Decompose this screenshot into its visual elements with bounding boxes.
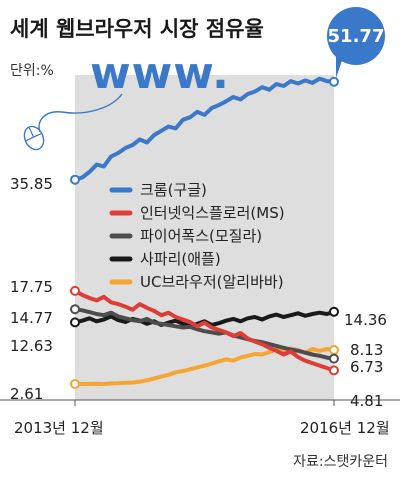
- series-point-firefox-start: [70, 304, 80, 315]
- legend-item-ie: 인터넷익스플로러(MS): [109, 204, 285, 222]
- legend-item-safari: 사파리(애플): [109, 250, 221, 268]
- series-point-safari-end: [329, 306, 339, 317]
- ie-start-value-label: 17.75: [10, 278, 53, 296]
- series-point-uc-start: [70, 379, 80, 389]
- legend-item-chrome: 크롬(구글): [109, 181, 207, 199]
- series-line-ie: [73, 288, 336, 373]
- chrome-start-value-label: 35.85: [10, 175, 53, 193]
- chart-title: 세계 웹브라우저 시장 점유율: [10, 17, 264, 41]
- legend-label-ie: 인터넷익스플로러(MS): [140, 204, 285, 222]
- safari-start-value-label: 12.63: [10, 337, 53, 355]
- uc-end-value-label: 8.13: [350, 341, 383, 359]
- series-point-ie-end: [329, 365, 339, 376]
- legend-label-firefox: 파이어폭스(모질라): [140, 227, 262, 245]
- legend-item-firefox: 파이어폭스(모질라): [109, 227, 262, 245]
- series-point-safari-start: [70, 317, 80, 328]
- www-decoration: www.: [23, 48, 230, 151]
- firefox-start-value-label: 14.77: [10, 309, 53, 327]
- series-point-uc-end: [329, 345, 339, 355]
- mouse-icon: [23, 125, 45, 151]
- ie-end-value-label: 4.81: [350, 392, 383, 410]
- unit-label: 단위:%: [10, 63, 54, 79]
- mouse-cable-icon: [38, 93, 123, 133]
- series-line-chrome: [73, 76, 336, 182]
- chrome-end-bubble: 51.77: [327, 7, 385, 78]
- uc-start-value-label: 2.61: [10, 385, 43, 403]
- bubble-circle: [327, 7, 385, 65]
- legend: 크롬(구글) 인터넷익스플로러(MS) 파이어폭스(모질라) 사파리(애플) U…: [109, 181, 285, 291]
- safari-end-value-label: 14.36: [344, 311, 387, 329]
- series-point-chrome-start: [70, 174, 80, 185]
- legend-item-uc: UC브라우저(알리바바): [109, 273, 284, 291]
- series-point-firefox-end: [329, 353, 339, 364]
- legend-label-safari: 사파리(애플): [140, 250, 221, 268]
- legend-label-chrome: 크롬(구글): [140, 181, 207, 199]
- series-point-ie-start: [70, 285, 80, 296]
- bubble-value-label: 51.77: [328, 26, 385, 47]
- series-point-chrome-end: [329, 76, 339, 87]
- source-label: 자료:스탯카운터: [293, 454, 388, 470]
- x-axis-end-label: 2016년 12월: [300, 419, 390, 437]
- legend-label-uc: UC브라우저(알리바바): [140, 273, 284, 291]
- www-text: www.: [90, 48, 230, 99]
- series-layer: [70, 76, 339, 389]
- firefox-end-value-label: 6.73: [350, 358, 383, 376]
- x-axis-start-label: 2013년 12월: [14, 419, 104, 437]
